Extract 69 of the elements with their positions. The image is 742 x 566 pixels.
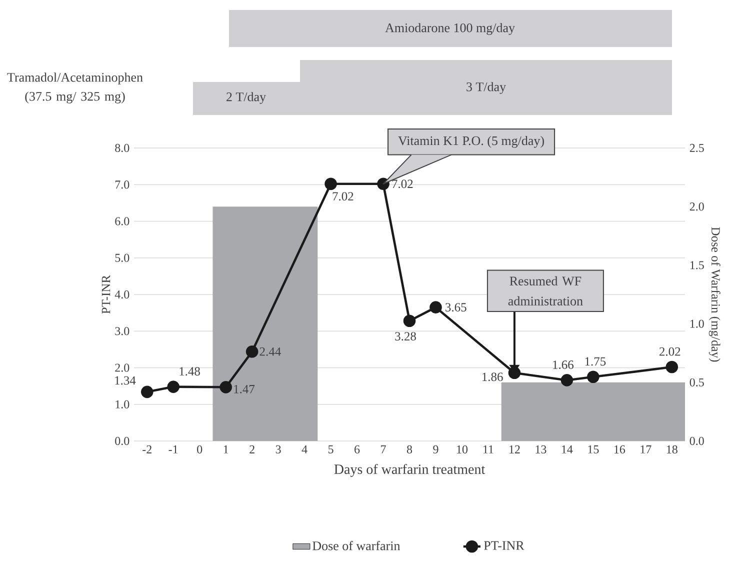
data-label: 7.02	[332, 192, 354, 201]
x-tick-label: 6	[354, 445, 360, 454]
point	[666, 360, 678, 374]
y2-tick-label: 1.5	[690, 261, 704, 270]
data-label: 1.34	[115, 376, 136, 385]
x-tick-label: 12	[510, 445, 520, 454]
x-tick-label: -2	[142, 445, 152, 454]
point	[324, 178, 337, 190]
y-tick-label: 6.0	[115, 217, 130, 226]
y2-tick-label: 0.5	[690, 378, 704, 386]
data-label: 2.02	[659, 347, 680, 356]
x-tick-label: 3	[276, 445, 281, 454]
x-axis-title: Days of warfarin treatment	[334, 464, 486, 477]
text: Amiodarone 100 mg/day	[385, 23, 515, 35]
point	[587, 370, 600, 384]
x-tick-label: 15	[588, 445, 599, 454]
legend-label: PT-INR	[484, 541, 524, 550]
x-tick-label: 0	[197, 445, 202, 454]
y-tick-label: 2.0	[115, 364, 130, 372]
x-tick-label: 4	[302, 445, 308, 454]
x-tick-label: 1	[224, 445, 228, 454]
x-tick-label: 14	[562, 445, 573, 454]
point	[140, 386, 154, 398]
x-tick-label: 18	[666, 445, 678, 454]
text: 3 T/day	[466, 82, 506, 94]
annotation: Vitamin K1 P.O. (5 mg/day)	[398, 136, 544, 148]
y-tick-label: 8.0	[115, 144, 130, 152]
y2-tick-label: 0.0	[690, 436, 704, 446]
y-axis-title: PT-INR	[102, 274, 110, 314]
point	[403, 314, 416, 328]
x-tick-label: 2	[250, 445, 254, 454]
data-label: 1.86	[482, 372, 503, 382]
x-tick-label: 10	[457, 445, 468, 454]
data-label: 1.75	[585, 357, 606, 366]
y2-tick-label: 2.0	[690, 202, 704, 211]
y-tick-label: 0.0	[115, 436, 130, 446]
data-label: 7.02	[392, 180, 413, 188]
x-tick-label: 16	[614, 445, 626, 454]
x-tick-label: 11	[483, 445, 494, 454]
point	[167, 380, 180, 393]
x-tick-label: 7	[381, 445, 386, 454]
text: Tramadol/Acetaminophen (37.5 mg/ 325 mg)	[7, 72, 143, 104]
legend-label: Dose of warfarin	[312, 540, 400, 550]
annotation: Resumed WF administration	[508, 276, 583, 306]
y-tick-label: 5.0	[115, 254, 130, 262]
point	[246, 345, 258, 358]
data-label: 3.28	[395, 332, 416, 341]
x-tick-label: 5	[328, 445, 334, 454]
data-label: 1.47	[234, 384, 255, 394]
y-tick-label: 1.0	[116, 400, 130, 408]
y2-axis-title: Dose of Warfarin (mg/day)	[708, 227, 720, 362]
y-tick-label: 7.0	[115, 180, 130, 189]
data-label: 1.48	[180, 367, 200, 376]
x-tick-label: 8	[406, 445, 412, 454]
point	[220, 381, 232, 394]
y-tick-label: 4.0	[114, 290, 130, 299]
data-label: 1.66	[553, 360, 574, 369]
point	[430, 301, 442, 314]
y2-tick-label: 1.0	[690, 320, 704, 328]
point	[560, 374, 574, 386]
x-tick-label: 17	[640, 445, 652, 454]
x-tick-label: 9	[433, 445, 438, 454]
data-label: 2.44	[260, 347, 281, 356]
y-tick-label: 3.0	[115, 327, 130, 336]
text: 2 T/day	[226, 92, 266, 104]
y2-tick-label: 2.5	[690, 144, 704, 152]
x-tick-label: 13	[536, 445, 546, 454]
data-label: 3.65	[446, 303, 466, 312]
x-tick-label: -1	[168, 445, 178, 454]
